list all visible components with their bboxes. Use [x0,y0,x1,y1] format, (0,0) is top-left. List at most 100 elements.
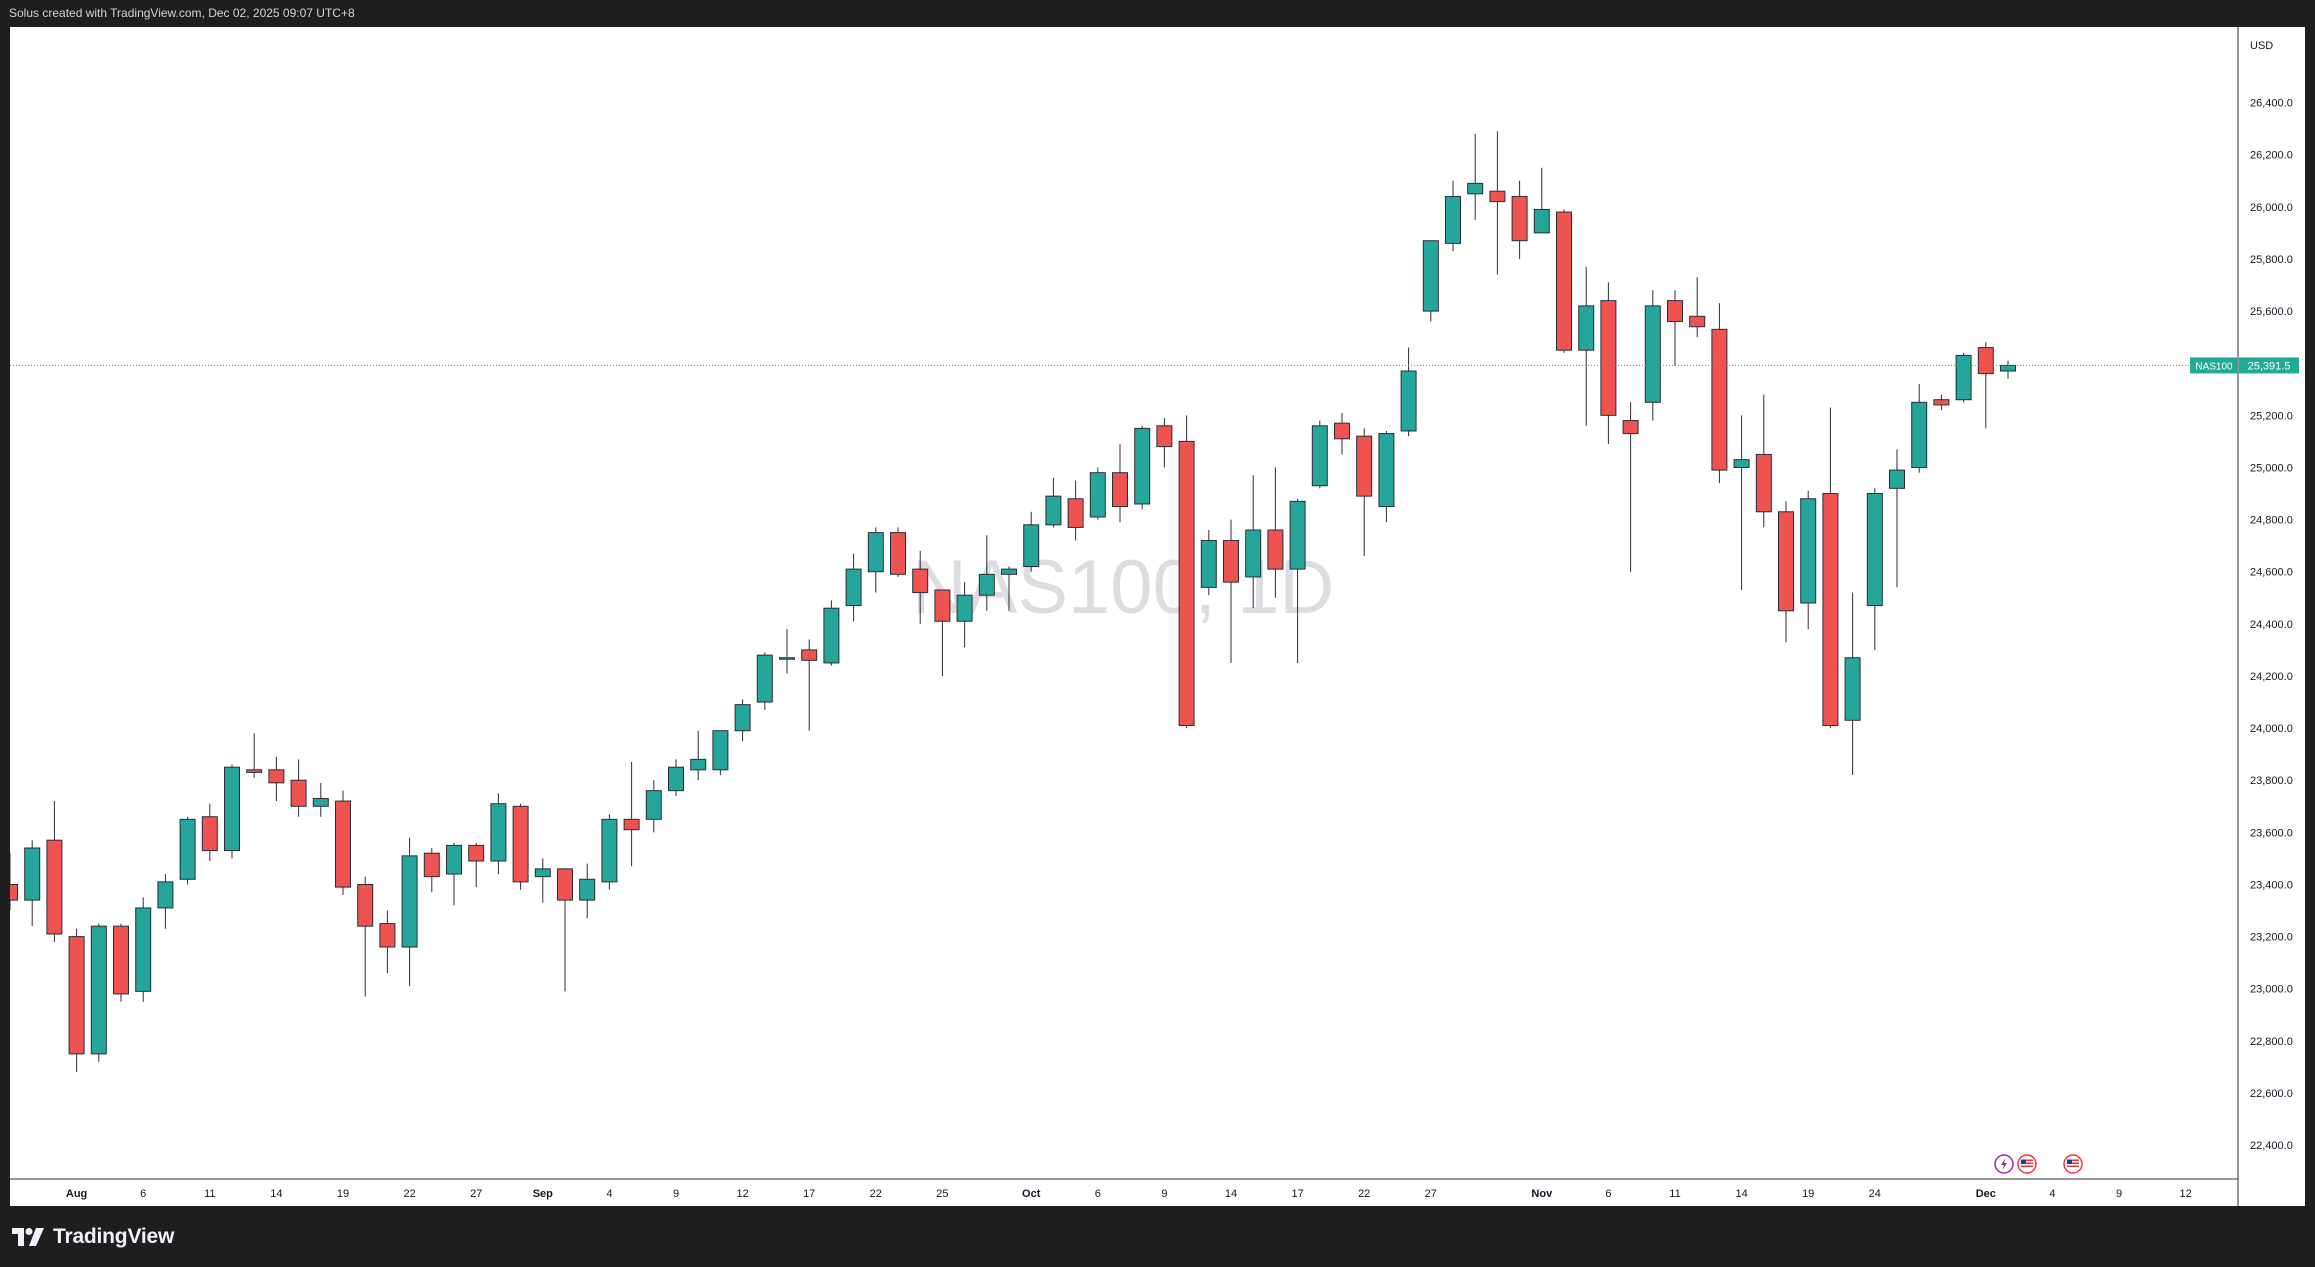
us-flag-event-icon[interactable] [2063,1154,2083,1174]
candle [1334,412,1350,455]
candle [1178,415,1195,729]
price-tick-label: 22,600.0 [2250,1088,2293,1100]
candle-body [1311,425,1328,487]
candle-body [779,657,795,660]
candle-body [579,878,596,901]
candle [1600,282,1617,445]
candle [512,803,529,890]
candle [1245,475,1262,609]
chart-frame[interactable]: NAS100, 1D USD 22,400.0 22,600.0 22,800.0 2… [2,27,2305,1206]
time-tick-label: 9 [1161,1188,1167,1200]
candle [1667,290,1683,366]
candle-body [68,936,85,1055]
time-tick-label: 11 [1669,1188,1680,1200]
candle-body [468,844,485,862]
candle-body [1334,422,1350,440]
candle [645,780,662,833]
caption-text: Solus created with TradingView.com, Dec … [9,6,355,20]
candle [1955,352,1972,403]
footer-bar: TradingView [0,1206,2315,1267]
candle [756,652,773,710]
candle-body [512,805,529,883]
candle [867,527,884,593]
candle-body [1023,524,1040,568]
candle [1200,530,1217,596]
candle [268,756,285,802]
candle [335,790,351,895]
time-tick-label: 25 [936,1188,948,1200]
candle [1045,477,1062,528]
candle-body [1667,300,1683,323]
candle [1844,592,1861,776]
price-tick-label: 22,400.0 [2250,1140,2293,1152]
candle-body [201,816,218,852]
candle [1311,420,1328,489]
candle [845,553,862,622]
candle [912,550,929,624]
symbol-tag-text: NAS100 [2195,361,2233,372]
candle [823,600,840,666]
last-price-label: 25,391.5 [2248,360,2291,372]
candle-body [1622,420,1639,435]
currency-label: USD [2250,40,2273,52]
us-flag-event-icon[interactable] [2017,1154,2037,1174]
candle-body [1600,300,1617,416]
candle-body [912,568,929,594]
candle [1511,180,1528,259]
time-tick-label: 12 [736,1188,748,1200]
candle [1933,394,1950,411]
price-tick-label: 25,200.0 [2250,410,2293,422]
candle [68,928,85,1073]
candle-body [268,769,285,784]
candle [1378,430,1395,523]
candle [357,876,374,997]
candle [179,816,196,885]
candle [468,842,485,888]
candle-body [1822,493,1839,726]
candle-body [490,803,507,862]
candle-body [712,730,729,771]
candle [1689,277,1706,338]
candle [623,761,640,867]
candle-body [1156,425,1173,448]
candle [557,868,573,992]
candle-body [246,769,263,773]
time-tick-label: 14 [270,1188,282,1200]
lightning-event-icon[interactable] [1994,1154,2014,1174]
candle-body [1644,305,1661,403]
candle-body [1800,498,1817,604]
candle-body [1378,433,1395,508]
price-tick-label: 24,000.0 [2250,723,2293,735]
candle-body [645,790,662,820]
candle [534,858,551,903]
candle [1112,444,1128,523]
time-tick-label: 12 [2179,1188,2191,1200]
candle-body [1977,347,1994,375]
candle-body [1422,240,1439,312]
candle-body [601,818,618,883]
candle [1911,384,1928,473]
candle-body [734,704,751,732]
candle [1289,498,1306,663]
candle-body [1711,328,1728,471]
candle [379,910,396,974]
time-tick-label: 9 [673,1188,679,1200]
time-axis[interactable]: Aug 6 11 14 19 22 27 Sep 4 9 12 17 22 25 Oct 6 9 14 17 22 27… [66,1188,2192,1200]
candle [690,730,707,781]
time-tick-label: 17 [1291,1188,1303,1200]
economic-events[interactable] [1994,1154,2083,1174]
candle [1755,394,1772,528]
time-tick-label: 22 [403,1188,415,1200]
price-axis[interactable]: 22,400.0 22,600.0 22,800.0 23,000.0 23,200.0… [2250,98,2293,1153]
tradingview-logo[interactable]: TradingView [12,1224,174,1250]
candle-body [1134,427,1151,505]
time-tick-label: Nov [1531,1188,1553,1200]
time-tick-label: 17 [803,1188,815,1200]
candle-body [1844,657,1861,721]
candle-body [690,758,707,771]
candlestick-chart[interactable]: NAS100, 1D USD 22,400.022,600.022,800.02… [2,27,2305,1206]
candle-body [1467,182,1484,195]
candle-body [1200,539,1217,588]
candle [1089,467,1106,520]
brand-name: TradingView [53,1225,175,1248]
